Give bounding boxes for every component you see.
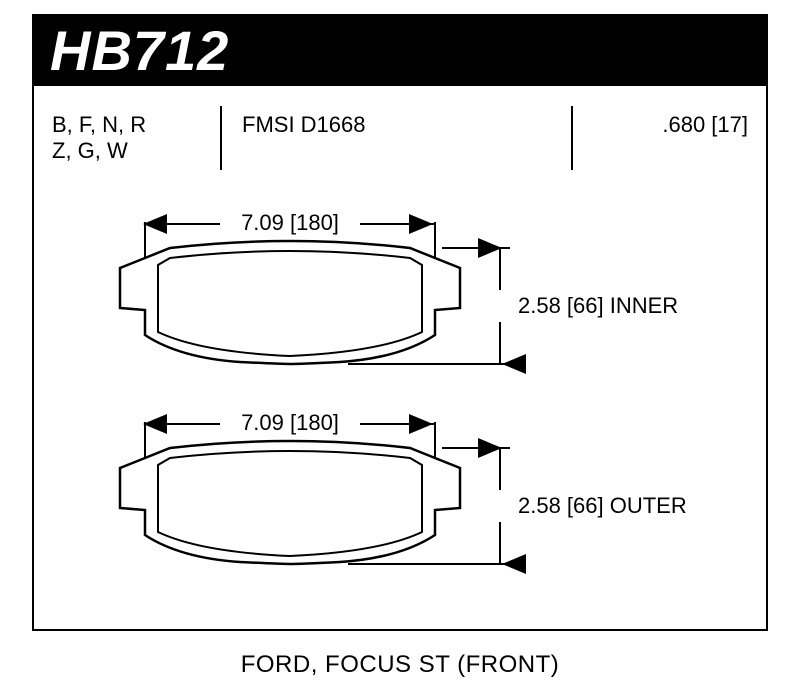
thickness-column: .680 [17] [588, 112, 748, 138]
thickness-value: .680 [17] [588, 112, 748, 138]
inner-height-label: 2.58 [66] INNER [518, 293, 678, 318]
divider-1 [220, 106, 222, 170]
fmsi-code: FMSI D1668 [242, 112, 442, 138]
header-bar: HB712 [32, 14, 768, 86]
compounds-line2: Z, G, W [52, 138, 212, 164]
compounds-line1: B, F, N, R [52, 112, 212, 138]
divider-2 [571, 106, 573, 170]
spec-row: B, F, N, R Z, G, W FMSI D1668 .680 [17] [52, 112, 748, 162]
pad-svg: 7.09 [180] 2.58 [66] INNER 7.09 [1 [100, 190, 700, 610]
footer-application: FORD, FOCUS ST (FRONT) [0, 651, 800, 679]
inner-width-label: 7.09 [180] [241, 210, 339, 235]
inner-pad-group: 7.09 [180] 2.58 [66] INNER [120, 210, 678, 364]
pad-diagram-area: 7.09 [180] 2.58 [66] INNER 7.09 [1 [100, 190, 700, 610]
page-root: HB712 B, F, N, R Z, G, W FMSI D1668 .680… [0, 0, 800, 691]
outer-height-label: 2.58 [66] OUTER [518, 493, 687, 518]
outer-pad-group: 7.09 [180] 2.58 [66] OUTER [120, 410, 687, 564]
compounds-column: B, F, N, R Z, G, W [52, 112, 212, 164]
outer-width-label: 7.09 [180] [241, 410, 339, 435]
part-number: HB712 [50, 18, 229, 83]
fmsi-column: FMSI D1668 [242, 112, 442, 138]
